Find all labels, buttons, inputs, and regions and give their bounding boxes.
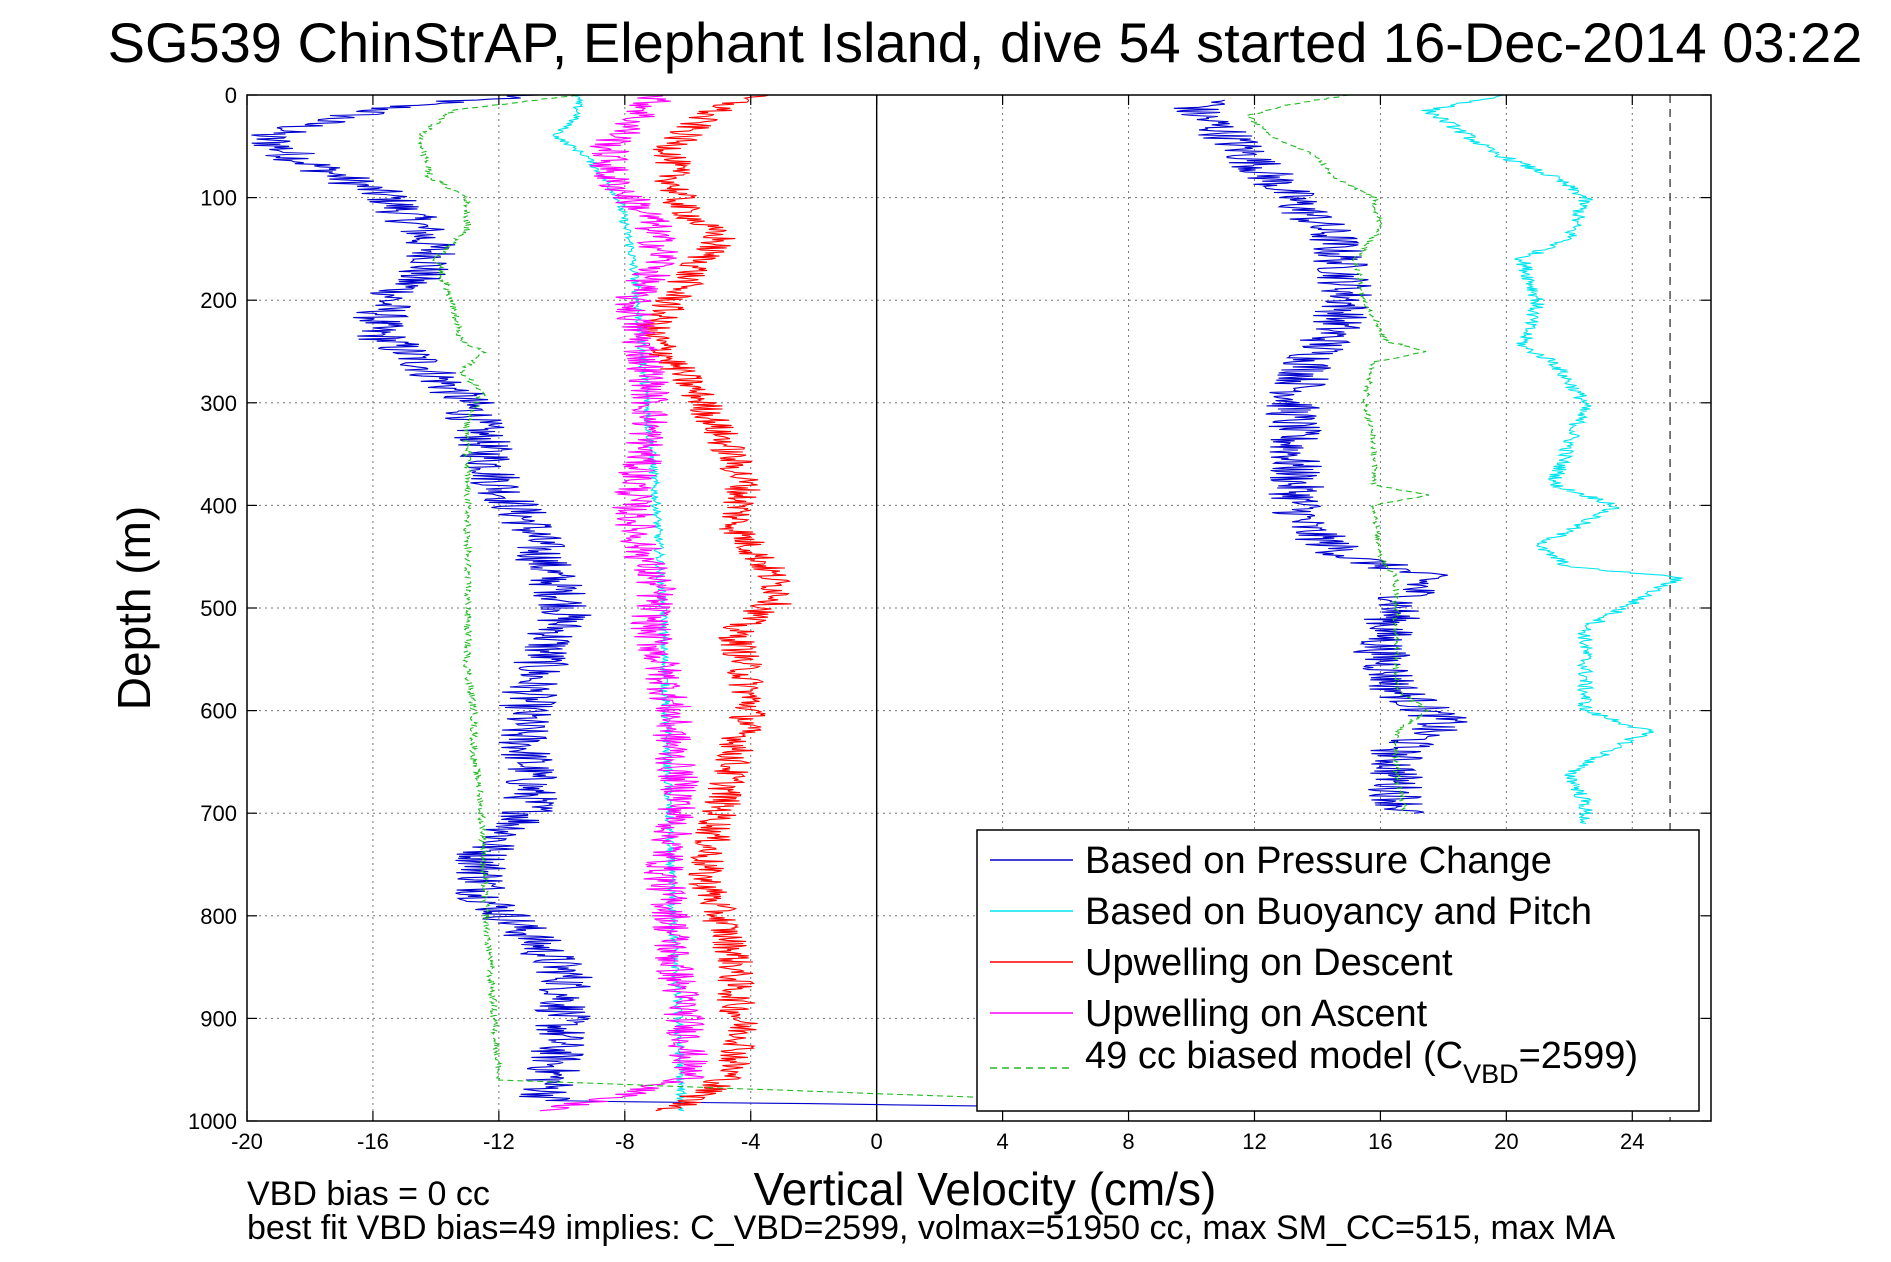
x-tick-label: -16	[357, 1129, 389, 1154]
y-tick-label: 200	[200, 288, 237, 313]
legend-model-suffix: =2599)	[1519, 1035, 1638, 1077]
legend: Based on Pressure Change Based on Buoyan…	[976, 829, 1700, 1112]
legend-box	[976, 829, 1700, 1112]
x-tick-label: 4	[996, 1129, 1008, 1154]
vbd-bias-note: VBD bias = 0 cc	[247, 1175, 490, 1213]
series-line-2	[552, 94, 688, 1112]
legend-label-model: 49 cc biased model (CVBD=2599)	[1085, 1035, 1638, 1089]
y-tick-label: 600	[200, 699, 237, 724]
y-tick-label: 400	[200, 493, 237, 518]
legend-label-pressure: Based on Pressure Change	[1085, 840, 1552, 882]
legend-label-descent: Upwelling on Descent	[1085, 942, 1453, 984]
y-tick-label: 0	[225, 83, 237, 108]
y-tick-label: 700	[200, 801, 237, 826]
x-tick-label: 8	[1122, 1129, 1134, 1154]
series-line-5	[540, 94, 708, 1112]
x-tick-label: -20	[231, 1129, 263, 1154]
legend-model-main: 49 cc biased model (C	[1085, 1035, 1463, 1077]
series-line-1	[1173, 99, 1468, 814]
legend-label-ascent: Upwelling on Ascent	[1085, 993, 1428, 1035]
legend-label-buoyancy: Based on Buoyancy and Pitch	[1085, 891, 1592, 933]
series-line-0	[251, 94, 1349, 1112]
chart-title: SG539 ChinStrAP, Elephant Island, dive 5…	[108, 11, 1863, 74]
legend-model-subscript: VBD	[1463, 1059, 1519, 1089]
x-tick-label: -12	[483, 1129, 515, 1154]
series-group	[251, 94, 1683, 1112]
series-line-7	[1245, 94, 1430, 814]
y-ticks: 0 100 200 300 400 500 600 700 800 900 1000	[188, 83, 1711, 1134]
best-fit-note: best fit VBD bias=49 implies: C_VBD=2599…	[247, 1209, 1616, 1247]
y-tick-label: 300	[200, 391, 237, 416]
x-ticks: -20 -16 -12 -8 -4 0 4 8 12 16 20 24	[231, 95, 1645, 1154]
y-tick-label: 900	[200, 1006, 237, 1031]
y-tick-label: 1000	[188, 1109, 237, 1134]
series-line-6	[417, 94, 1349, 1112]
x-tick-label: 24	[1620, 1129, 1644, 1154]
x-tick-label: 0	[871, 1129, 883, 1154]
x-tick-label: -4	[741, 1129, 761, 1154]
y-tick-label: 800	[200, 904, 237, 929]
x-tick-label: 12	[1242, 1129, 1266, 1154]
y-tick-label: 100	[200, 186, 237, 211]
x-axis-label: Vertical Velocity (cm/s)	[754, 1163, 1217, 1215]
series-line-3	[1421, 94, 1683, 825]
x-tick-label: -8	[615, 1129, 635, 1154]
y-axis-label: Depth (m)	[108, 506, 160, 710]
y-tick-label: 500	[200, 596, 237, 621]
series-line-4	[636, 94, 792, 1112]
x-tick-label: 16	[1368, 1129, 1392, 1154]
x-tick-label: 20	[1494, 1129, 1518, 1154]
